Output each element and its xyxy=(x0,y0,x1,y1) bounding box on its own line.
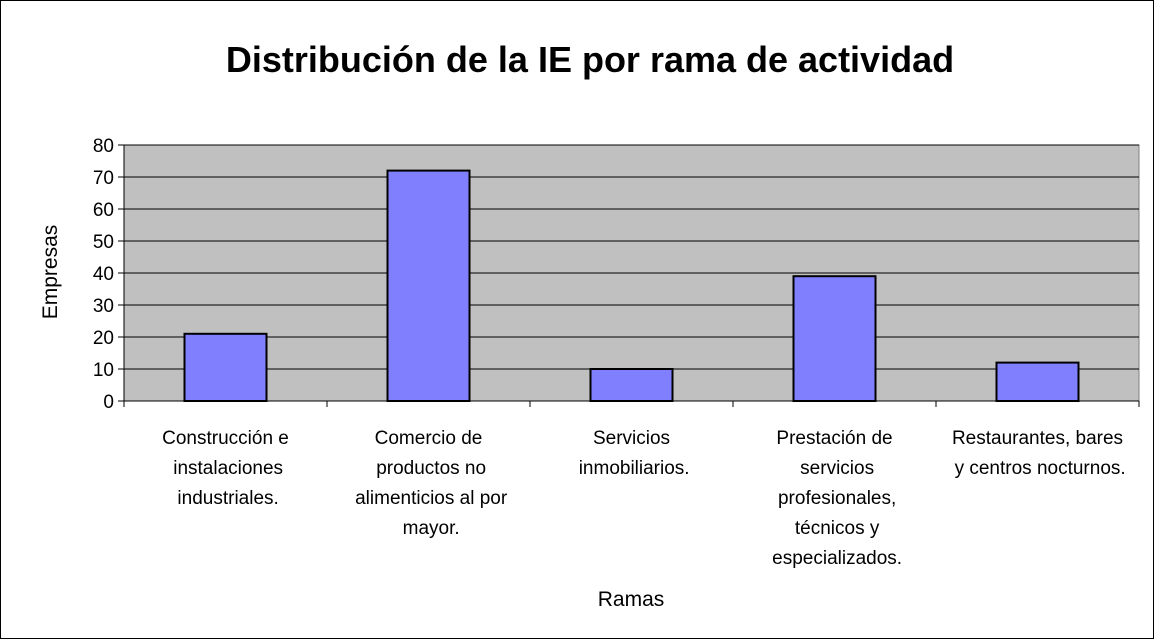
bar xyxy=(589,368,674,402)
bar xyxy=(995,361,1080,403)
x-tick-label: Construcción e instalaciones industriale… xyxy=(162,428,289,509)
y-tick-label: 10 xyxy=(93,360,114,381)
x-tick-label: Comercio de productos no alimenticios al… xyxy=(350,428,508,539)
y-tick-label: 0 xyxy=(103,392,114,413)
bar xyxy=(386,169,471,402)
y-tick-label: 50 xyxy=(93,232,114,253)
y-tick-label: 20 xyxy=(93,328,114,349)
y-tick-label: 80 xyxy=(93,136,114,157)
y-axis-label: Empresas xyxy=(39,225,62,320)
y-tick-label: 70 xyxy=(93,168,114,189)
x-tick-label: Restaurantes, bares y centros nocturnos. xyxy=(949,428,1125,479)
x-tick-label: Servicios inmobiliarios. xyxy=(573,428,689,479)
x-axis-label: Ramas xyxy=(598,588,665,611)
bar xyxy=(183,332,268,402)
y-tick-label: 30 xyxy=(93,296,114,317)
y-tick-label: 60 xyxy=(93,200,114,221)
x-tick-label: Prestación de servicios profesionales, t… xyxy=(767,428,902,569)
y-tick-label: 40 xyxy=(93,264,114,285)
chart-title: Distribución de la IE por rama de activi… xyxy=(226,39,954,80)
bar xyxy=(792,275,877,403)
